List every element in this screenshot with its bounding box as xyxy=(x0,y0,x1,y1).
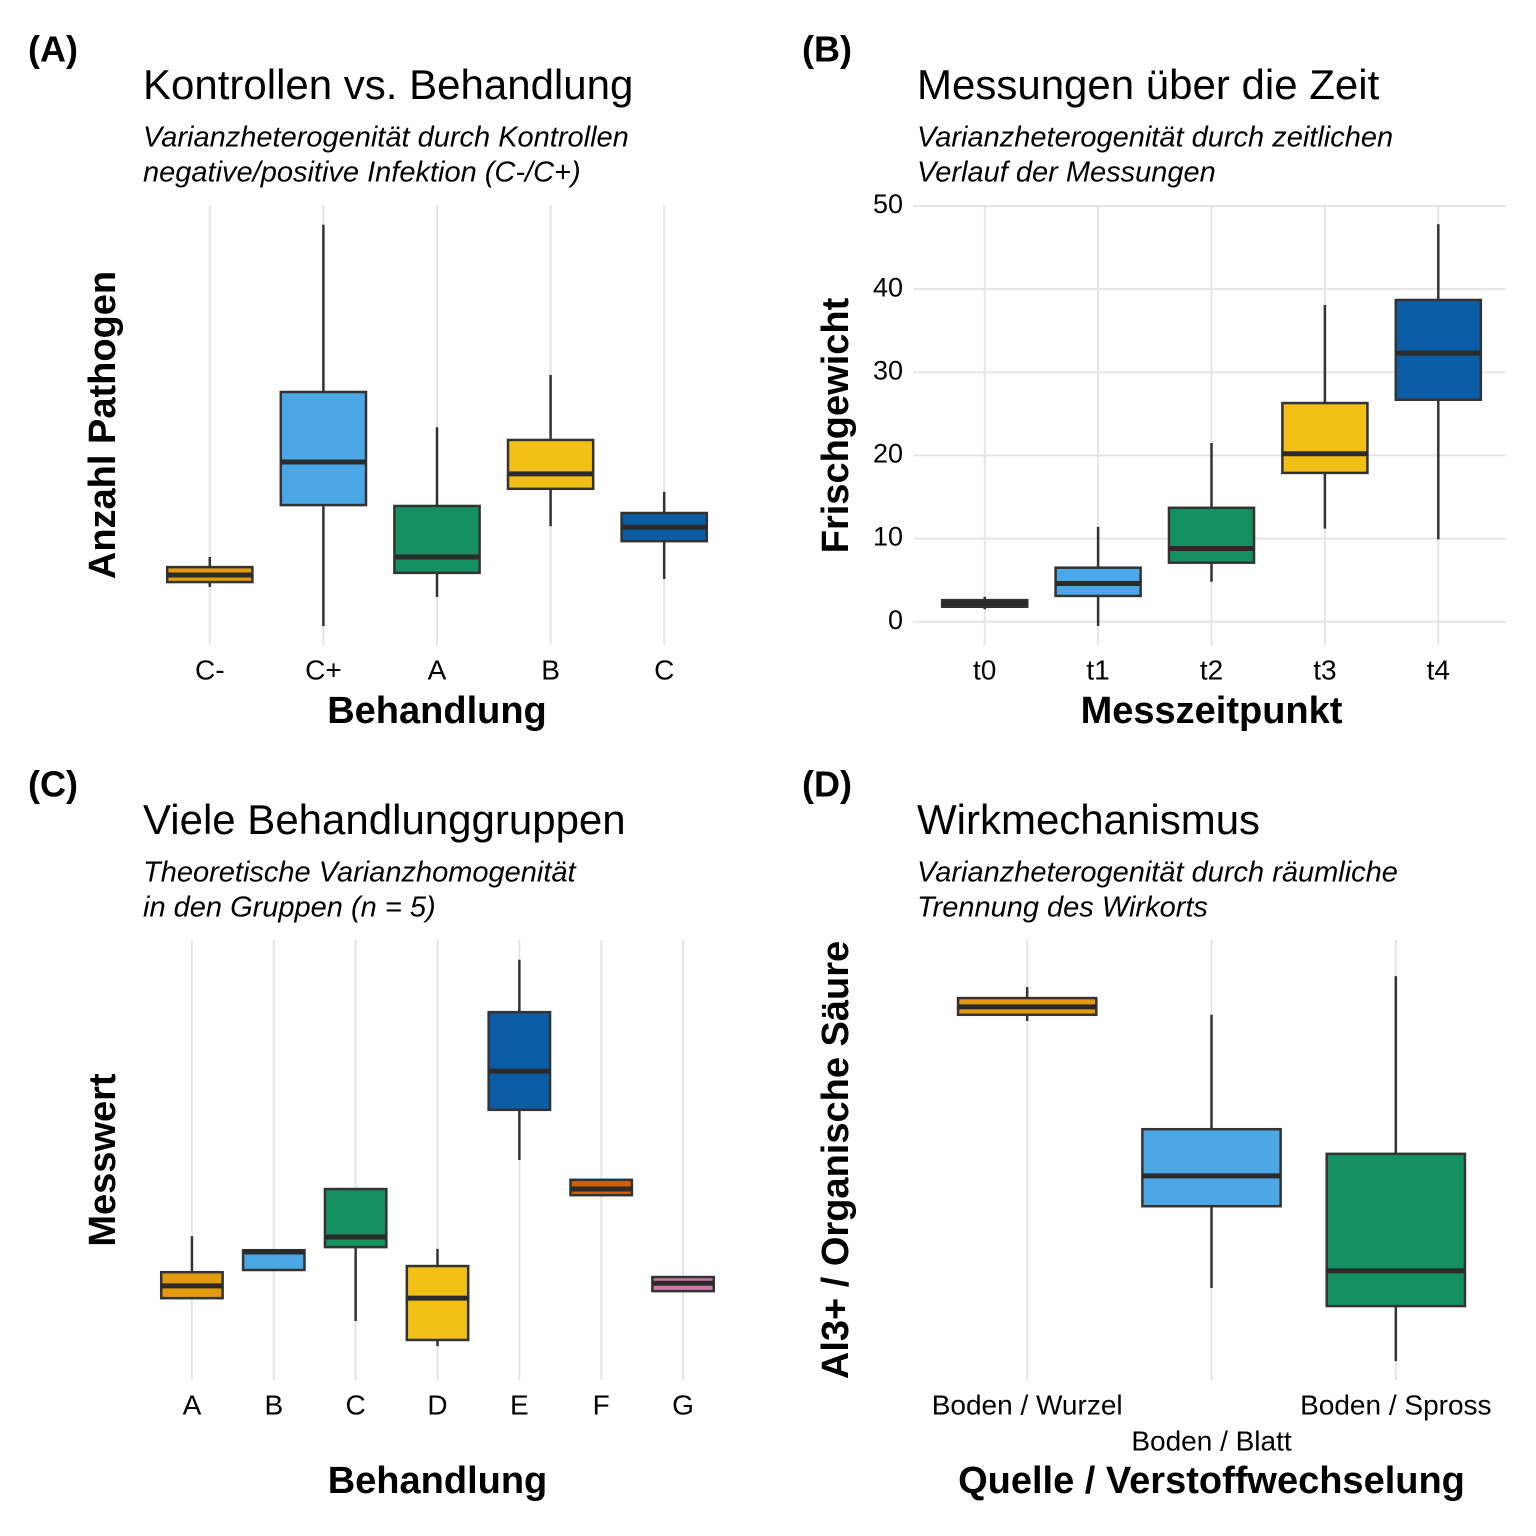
y-tick-label: 20 xyxy=(873,439,903,469)
x-tick-label: Boden / Blatt xyxy=(1131,1425,1292,1456)
chart-title: Messungen über die Zeit xyxy=(917,61,1380,108)
y-tick-label: 0 xyxy=(888,605,903,635)
box xyxy=(393,504,481,575)
x-axis-label: Behandlung xyxy=(327,690,547,732)
box xyxy=(487,1010,552,1112)
x-tick-label: A xyxy=(428,654,447,685)
x-tick-label: Boden / Wurzel xyxy=(932,1389,1123,1420)
y-axis-label: Al3+ / Organische Säure xyxy=(815,941,857,1379)
x-tick-label: G xyxy=(672,1389,694,1420)
x-tick-label: Boden / Spross xyxy=(1300,1389,1491,1420)
x-tick-label: t2 xyxy=(1200,654,1223,685)
y-tick-label: 30 xyxy=(873,355,903,385)
x-tick-label: B xyxy=(541,654,560,685)
chart-title: Wirkmechanismus xyxy=(917,796,1260,843)
chart-title: Viele Behandlunggruppen xyxy=(143,796,626,843)
panel-label: (D) xyxy=(802,764,852,805)
chart-subtitle: negative/positive Infektion (C-/C+) xyxy=(143,157,581,189)
box xyxy=(279,390,368,507)
chart-subtitle: Varianzheterogenität durch zeitlichen xyxy=(917,122,1393,154)
x-tick-label: A xyxy=(183,1389,202,1420)
panel-label: (C) xyxy=(28,764,78,805)
x-tick-label: F xyxy=(593,1389,610,1420)
x-axis-label: Quelle / Verstoffwechselung xyxy=(958,1460,1465,1502)
chart-title: Kontrollen vs. Behandlung xyxy=(143,61,633,108)
chart-subtitle: Theoretische Varianzhomogenität xyxy=(143,857,578,889)
x-tick-label: t3 xyxy=(1313,654,1336,685)
box xyxy=(1325,1152,1467,1308)
x-tick-label: C xyxy=(346,1389,366,1420)
y-tick-label: 50 xyxy=(873,189,903,219)
x-tick-label: t4 xyxy=(1427,654,1450,685)
x-tick-label: E xyxy=(510,1389,529,1420)
x-tick-label: C xyxy=(654,654,674,685)
y-axis-label: Messwert xyxy=(82,1073,124,1247)
x-tick-label: t1 xyxy=(1086,654,1109,685)
chart-subtitle: Trennung des Wirkorts xyxy=(917,892,1208,924)
y-axis-label: Frischgewicht xyxy=(815,297,857,553)
chart-subtitle: in den Gruppen (n = 5) xyxy=(143,892,436,924)
box xyxy=(1141,1127,1282,1208)
x-tick-label: D xyxy=(427,1389,447,1420)
x-tick-label: C+ xyxy=(305,654,342,685)
panel-label: (B) xyxy=(802,29,852,70)
panel-label: (A) xyxy=(28,29,78,70)
box xyxy=(405,1264,470,1342)
box xyxy=(1167,506,1256,564)
chart-subtitle: Varianzheterogenität durch räumliche xyxy=(917,857,1398,889)
x-axis-label: Behandlung xyxy=(328,1460,548,1502)
x-axis-label: Messzeitpunkt xyxy=(1081,690,1343,732)
box xyxy=(506,438,595,491)
x-tick-label: t0 xyxy=(973,654,996,685)
box xyxy=(1394,298,1483,401)
y-tick-label: 10 xyxy=(873,522,903,552)
box xyxy=(1281,401,1369,475)
y-axis-label: Anzahl Pathogen xyxy=(82,271,124,579)
y-tick-label: 40 xyxy=(873,272,903,302)
x-tick-label: C- xyxy=(195,654,225,685)
chart-subtitle: Varianzheterogenität durch Kontrollen xyxy=(143,122,629,154)
chart-subtitle: Verlauf der Messungen xyxy=(917,157,1216,189)
x-tick-label: B xyxy=(264,1389,283,1420)
